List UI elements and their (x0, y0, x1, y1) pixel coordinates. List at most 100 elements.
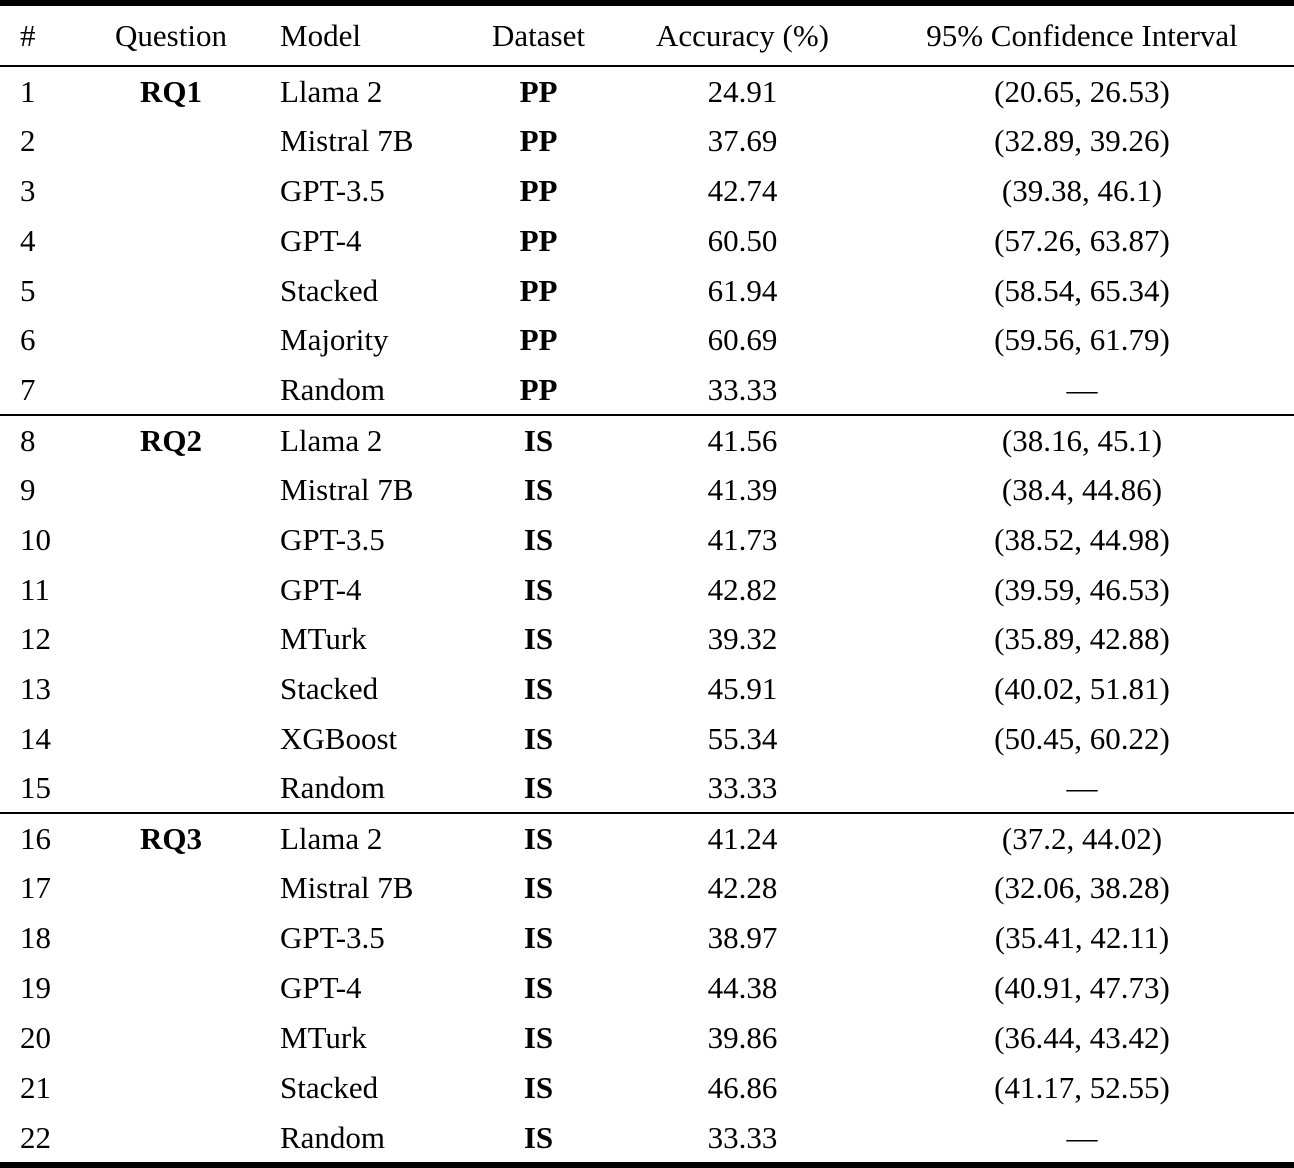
dataset-label: PP (519, 322, 558, 358)
question-label (102, 763, 240, 813)
confidence-interval: (41.17, 52.55) (994, 1069, 1170, 1105)
results-table: # Question Model Dataset Accuracy (%) 95… (0, 6, 1294, 1162)
table-row: 9 Mistral 7B IS 41.39 (38.4, 44.86) (0, 465, 1294, 515)
accuracy-value: 24.91 (707, 73, 778, 109)
row-number: 16 (20, 821, 51, 857)
header-row: # Question Model Dataset Accuracy (%) 95… (0, 6, 1294, 66)
confidence-interval: (35.41, 42.11) (994, 920, 1170, 956)
accuracy-value: 42.82 (707, 571, 778, 607)
accuracy-value: 33.33 (707, 371, 778, 407)
table-row: 1 RQ1 Llama 2 PP 24.91 (20.65, 26.53) (0, 66, 1294, 116)
row-number: 20 (20, 1019, 51, 1055)
model-name: Mistral 7B (280, 123, 414, 159)
accuracy-value: 33.33 (707, 1119, 778, 1155)
table-row: 2 Mistral 7B PP 37.69 (32.89, 39.26) (0, 116, 1294, 166)
model-name: Llama 2 (280, 73, 383, 109)
table-row: 16 RQ3 Llama 2 IS 41.24 (37.2, 44.02) (0, 813, 1294, 863)
column-header-dataset: Dataset (492, 18, 585, 53)
confidence-interval: (57.26, 63.87) (994, 222, 1170, 258)
table-row: 7 Random PP 33.33 — (0, 365, 1294, 415)
confidence-interval: (58.54, 65.34) (994, 272, 1170, 308)
dataset-label: IS (523, 521, 554, 557)
table-row: 19 GPT-4 IS 44.38 (40.91, 47.73) (0, 963, 1294, 1013)
table-row: 11 GPT-4 IS 42.82 (39.59, 46.53) (0, 564, 1294, 614)
dataset-label: IS (523, 1119, 554, 1155)
row-number: 15 (20, 770, 51, 806)
accuracy-value: 61.94 (707, 272, 778, 308)
table-row: 13 Stacked IS 45.91 (40.02, 51.81) (0, 664, 1294, 714)
model-name: Random (280, 770, 386, 806)
row-number: 5 (20, 272, 36, 308)
dataset-label: PP (519, 123, 558, 159)
table-row: 21 Stacked IS 46.86 (41.17, 52.55) (0, 1062, 1294, 1112)
dataset-label: IS (523, 621, 554, 657)
row-number: 7 (20, 371, 36, 407)
column-header-accuracy: Accuracy (%) (656, 18, 829, 53)
question-label (102, 963, 240, 1013)
row-number: 8 (20, 422, 36, 458)
model-name: GPT-4 (280, 970, 362, 1006)
row-number: 3 (20, 173, 36, 209)
row-number: 2 (20, 123, 36, 159)
confidence-interval: (20.65, 26.53) (994, 73, 1170, 109)
table-row: 18 GPT-3.5 IS 38.97 (35.41, 42.11) (0, 913, 1294, 963)
dataset-label: IS (523, 920, 554, 956)
row-number: 9 (20, 471, 36, 507)
accuracy-value: 60.50 (707, 222, 778, 258)
table-row: 20 MTurk IS 39.86 (36.44, 43.42) (0, 1012, 1294, 1062)
dataset-label: IS (523, 870, 554, 906)
accuracy-value: 42.28 (707, 870, 778, 906)
column-header-question: Question (115, 18, 227, 53)
dataset-label: IS (523, 471, 554, 507)
model-name: Mistral 7B (280, 471, 414, 507)
table-row: 4 GPT-4 PP 60.50 (57.26, 63.87) (0, 215, 1294, 265)
model-name: GPT-4 (280, 571, 362, 607)
accuracy-value: 38.97 (707, 920, 778, 956)
dataset-label: IS (523, 671, 554, 707)
dataset-label: IS (523, 1019, 554, 1055)
model-name: XGBoost (280, 720, 398, 756)
table-row: 12 MTurk IS 39.32 (35.89, 42.88) (0, 614, 1294, 664)
table-row: 6 Majority PP 60.69 (59.56, 61.79) (0, 315, 1294, 365)
dataset-label: IS (523, 422, 554, 458)
dataset-label: PP (519, 73, 558, 109)
model-name: GPT-3.5 (280, 173, 385, 209)
model-name: Llama 2 (280, 422, 383, 458)
dataset-label: IS (523, 720, 554, 756)
question-label (102, 863, 240, 913)
confidence-interval: (39.38, 46.1) (1001, 173, 1163, 209)
column-header-number: # (20, 18, 36, 53)
question-label (102, 913, 240, 963)
model-name: Llama 2 (280, 821, 383, 857)
row-number: 18 (20, 920, 51, 956)
question-label (102, 714, 240, 764)
row-number: 13 (20, 671, 51, 707)
model-name: Stacked (280, 1069, 379, 1105)
row-number: 19 (20, 970, 51, 1006)
model-name: MTurk (280, 621, 367, 657)
confidence-interval: (36.44, 43.42) (994, 1019, 1170, 1055)
model-name: GPT-3.5 (280, 920, 385, 956)
confidence-interval: (59.56, 61.79) (994, 322, 1170, 358)
confidence-interval: (38.52, 44.98) (994, 521, 1170, 557)
accuracy-value: 41.24 (707, 821, 778, 857)
accuracy-value: 41.56 (707, 422, 778, 458)
accuracy-value: 37.69 (707, 123, 778, 159)
question-label: RQ2 (140, 422, 202, 458)
dataset-label: IS (523, 770, 554, 806)
table-row: 8 RQ2 Llama 2 IS 41.56 (38.16, 45.1) (0, 414, 1294, 465)
model-name: GPT-4 (280, 222, 362, 258)
confidence-interval: (40.02, 51.81) (994, 671, 1170, 707)
confidence-interval: (32.89, 39.26) (994, 123, 1170, 159)
dataset-label: IS (523, 970, 554, 1006)
row-number: 11 (20, 571, 50, 607)
accuracy-value: 39.32 (707, 621, 778, 657)
table-row: 22 Random IS 33.33 — (0, 1112, 1294, 1162)
row-number: 21 (20, 1069, 51, 1105)
row-number: 10 (20, 521, 51, 557)
table-row: 14 XGBoost IS 55.34 (50.45, 60.22) (0, 714, 1294, 764)
table-row: 10 GPT-3.5 IS 41.73 (38.52, 44.98) (0, 514, 1294, 564)
dataset-label: IS (523, 821, 554, 857)
question-label (102, 265, 240, 315)
model-name: MTurk (280, 1019, 367, 1055)
